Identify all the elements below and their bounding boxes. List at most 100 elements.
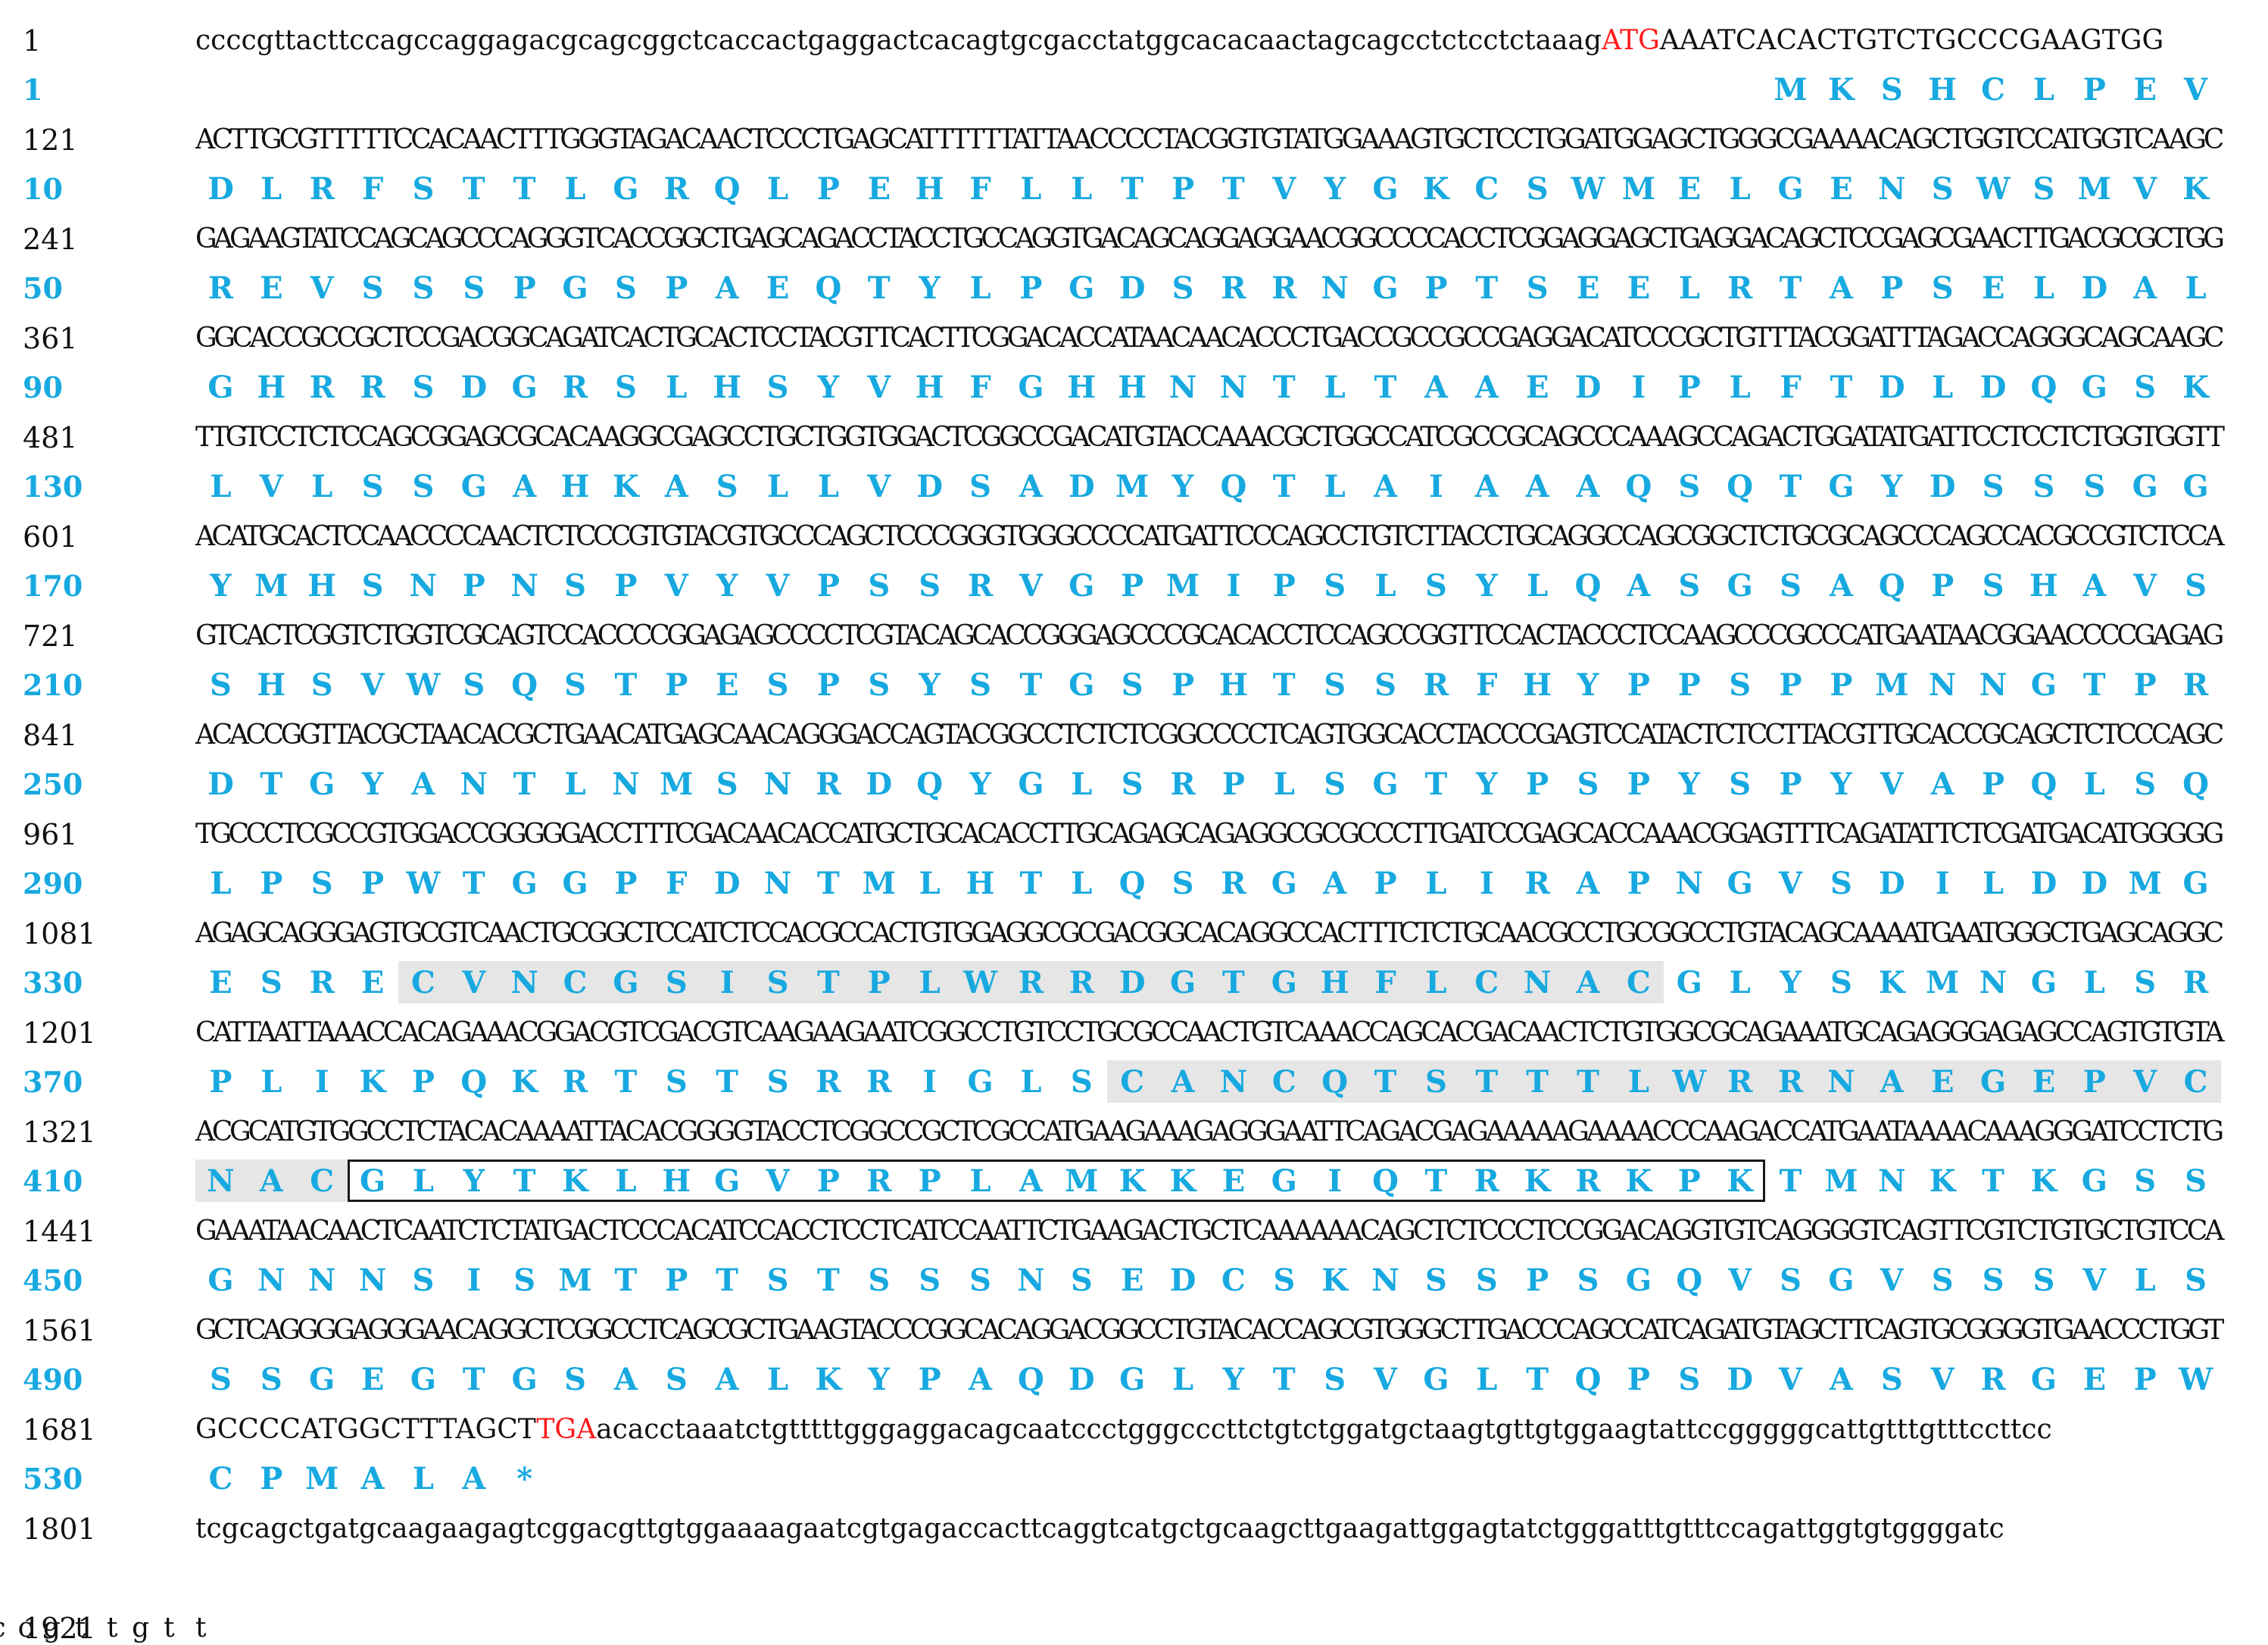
amino-acid-residue: L <box>564 766 586 802</box>
amino-acid-residue: P <box>260 866 283 901</box>
residue-position-number: 450 <box>23 1263 83 1297</box>
amino-acid-residue: T <box>1222 965 1245 1000</box>
amino-acid-residue: P <box>816 667 840 703</box>
amino-acid-residue: R <box>309 370 335 405</box>
amino-acid-residue: L <box>1324 469 1346 504</box>
amino-acid-residue: S <box>1982 568 2004 604</box>
amino-acid-residue: T <box>716 1263 739 1298</box>
amino-acid-residue: S <box>1982 469 2004 504</box>
amino-acid-residue: T <box>462 171 485 207</box>
amino-acid-residue: M <box>1774 72 1808 108</box>
amino-acid-residue: A <box>1474 469 1499 504</box>
amino-acid-residue: L <box>615 1163 637 1199</box>
amino-acid-residue: M <box>1824 1163 1858 1199</box>
amino-acid-residue: K <box>1524 1163 1551 1199</box>
amino-acid-residue: K <box>1423 171 1449 207</box>
amino-acid-residue: Y <box>817 370 840 405</box>
amino-acid-residue: S <box>1424 1263 1447 1298</box>
amino-acid-residue: S <box>868 1263 891 1298</box>
nucleotide-sequence-line: TTGTCCTCTCCAGCGGAGCGCACAAGGCGAGCCTGCTGGT… <box>195 421 2225 454</box>
amino-acid-residue: G <box>1018 370 1044 405</box>
amino-acid-residue: V <box>1019 568 1043 604</box>
amino-acid-residue: N <box>207 1163 235 1199</box>
nucleotide-position-number: 961 <box>23 818 78 851</box>
amino-acid-residue: G <box>309 1362 335 1397</box>
amino-acid-residue: C <box>1221 1263 1246 1298</box>
amino-acid-residue: H <box>2029 568 2058 604</box>
residue-position-number: 530 <box>23 1462 83 1496</box>
amino-acid-residue: T <box>1577 1064 1599 1100</box>
amino-acid-residue: T <box>513 1163 536 1199</box>
nucleotide-position-number: 1561 <box>23 1314 96 1347</box>
amino-acid-residue: S <box>2185 568 2207 604</box>
amino-acid-residue: G <box>613 965 639 1000</box>
amino-acid-residue: D <box>866 766 893 802</box>
amino-acid-residue: E <box>715 667 739 703</box>
amino-acid-residue: T <box>817 866 840 901</box>
amino-acid-residue: S <box>1324 1362 1346 1397</box>
amino-acid-residue: C <box>1474 171 1499 207</box>
zinc-finger-2-highlight-continued <box>195 1160 348 1202</box>
amino-acid-residue: S <box>2032 1263 2055 1298</box>
amino-acid-residue: Y <box>716 568 738 604</box>
amino-acid-residue: C <box>563 965 588 1000</box>
amino-acid-residue: S <box>1526 270 1549 306</box>
amino-acid-residue: N <box>1878 1163 1906 1199</box>
residue-position-number: 330 <box>23 966 83 1000</box>
amino-acid-residue: L <box>767 1362 789 1397</box>
amino-acid-residue: G <box>511 866 538 901</box>
amino-acid-residue: T <box>1982 1163 2004 1199</box>
amino-acid-residue: Q <box>511 667 538 703</box>
amino-acid-residue: L <box>1627 1064 1649 1100</box>
amino-acid-residue: V <box>2082 1263 2107 1298</box>
amino-acid-residue: L <box>2032 270 2054 306</box>
amino-acid-residue: V <box>1779 866 1803 901</box>
amino-acid-residue: S <box>716 469 738 504</box>
amino-acid-residue: C <box>1120 1064 1145 1100</box>
amino-acid-residue: S <box>919 1263 941 1298</box>
amino-acid-residue: P <box>1374 866 1397 901</box>
amino-acid-residue: P <box>665 667 688 703</box>
amino-acid-residue: G <box>2182 469 2209 504</box>
nucleotide-sequence-line: GCTCAGGGGAGGGAACAGGCTCGGCCTCAGCGCTGAAGTA… <box>195 1314 2224 1347</box>
amino-acid-residue: A <box>715 270 739 306</box>
amino-acid-residue: H <box>257 667 286 703</box>
amino-acid-residue: V <box>1880 766 1904 802</box>
amino-acid-residue: H <box>966 866 995 901</box>
amino-acid-residue: N <box>1321 270 1349 306</box>
amino-acid-residue: P <box>1830 667 1853 703</box>
residue-position-number: 50 <box>23 271 63 305</box>
amino-acid-residue: Q <box>916 766 944 802</box>
amino-acid-residue: H <box>307 568 337 604</box>
amino-acid-residue: D <box>1068 1362 1095 1397</box>
amino-acid-residue: S <box>260 1362 282 1397</box>
amino-acid-residue: Y <box>361 766 384 802</box>
amino-acid-residue: L <box>2032 72 2054 108</box>
amino-acid-residue: Y <box>1678 766 1701 802</box>
amino-acid-residue: S <box>2134 1163 2157 1199</box>
amino-acid-residue: P <box>1171 667 1195 703</box>
amino-acid-residue: S <box>2134 766 2157 802</box>
amino-acid-residue: T <box>817 965 840 1000</box>
amino-acid-residue: G <box>1727 568 1753 604</box>
amino-acid-residue: L <box>2083 766 2105 802</box>
amino-acid-residue: A <box>613 1362 638 1397</box>
amino-acid-residue: P <box>918 1362 941 1397</box>
amino-acid-residue: P <box>1627 667 1650 703</box>
amino-acid-residue: Q <box>1220 469 1247 504</box>
amino-acid-residue: P <box>462 568 485 604</box>
amino-acid-residue: G <box>1372 171 1399 207</box>
nucleotide-sequence-line: ccccgttacttccagccaggagacgcagcggctcaccact… <box>195 24 2221 58</box>
amino-acid-residue: S <box>2032 469 2055 504</box>
amino-acid-residue: P <box>1627 866 1650 901</box>
amino-acid-residue: G <box>613 171 639 207</box>
amino-acid-residue: T <box>1424 766 1448 802</box>
amino-acid-residue: G <box>207 1263 234 1298</box>
amino-acid-residue: L <box>564 171 586 207</box>
amino-acid-residue: Q <box>1372 1163 1399 1199</box>
amino-acid-residue: N <box>612 766 640 802</box>
amino-acid-residue: P <box>614 568 638 604</box>
amino-acid-residue: G <box>562 866 588 901</box>
nucleotide-sequence-line: GGCACCGCCGCTCCGACGGCAGATCACTGCACTCCTACGT… <box>195 322 2225 355</box>
amino-acid-residue: I <box>1479 866 1494 901</box>
